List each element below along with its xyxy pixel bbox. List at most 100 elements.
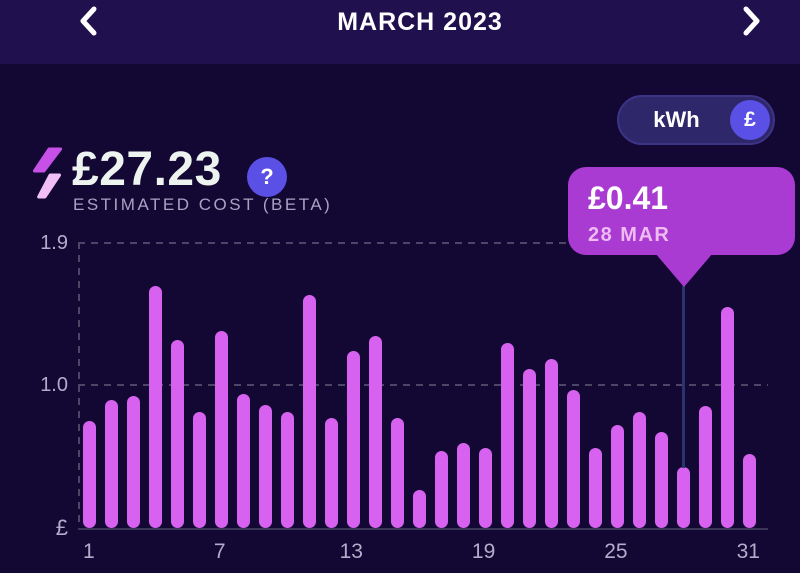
bar-cell-day-1[interactable] — [78, 243, 100, 528]
bar-day-3[interactable] — [126, 396, 140, 528]
help-icon[interactable]: ? — [247, 157, 287, 197]
bar-cell-day-29[interactable] — [694, 243, 716, 528]
x-tick-21 — [517, 540, 539, 564]
bar-cell-day-9[interactable] — [254, 243, 276, 528]
bar-cell-day-10[interactable] — [276, 243, 298, 528]
bar-day-17[interactable] — [434, 451, 448, 528]
bar-cell-day-15[interactable] — [386, 243, 408, 528]
bar-cell-day-14[interactable] — [364, 243, 386, 528]
bar-day-19[interactable] — [478, 448, 492, 528]
gridline-left-edge — [78, 242, 80, 528]
x-tick-19: 19 — [471, 540, 496, 563]
bar-day-9[interactable] — [258, 405, 272, 528]
bar-cell-day-13[interactable] — [342, 243, 364, 528]
bar-cell-day-16[interactable] — [408, 243, 430, 528]
bar-day-5[interactable] — [170, 340, 184, 528]
x-tick-8 — [231, 540, 253, 564]
bar-cell-day-24[interactable] — [584, 243, 606, 528]
chevron-right-icon — [739, 5, 763, 40]
x-tick-1: 1 — [83, 540, 95, 563]
bar-day-23[interactable] — [566, 390, 580, 528]
bar-day-27[interactable] — [654, 432, 668, 528]
estimated-cost-subtitle: ESTIMATED COST (BETA) — [73, 195, 333, 214]
x-tick-27 — [649, 540, 671, 564]
bar-cell-day-25[interactable] — [606, 243, 628, 528]
x-tick-17 — [428, 540, 450, 564]
bar-cell-day-31[interactable] — [738, 243, 760, 528]
y-axis-unit-label: £ — [55, 515, 68, 540]
bar-cell-day-22[interactable] — [540, 243, 562, 528]
bar-day-21[interactable] — [522, 369, 536, 528]
unit-toggle[interactable]: kWh £ — [617, 95, 775, 145]
bar-cell-day-27[interactable] — [650, 243, 672, 528]
bar-day-29[interactable] — [698, 406, 712, 528]
bar-cell-day-26[interactable] — [628, 243, 650, 528]
x-tick-13: 13 — [339, 540, 363, 563]
bar-cell-day-7[interactable] — [210, 243, 232, 528]
month-nav-header: MARCH 2023 — [0, 0, 800, 64]
bar-cell-day-11[interactable] — [298, 243, 320, 528]
bar-cell-day-4[interactable] — [144, 243, 166, 528]
bar-day-31[interactable] — [742, 454, 756, 528]
previous-month-button[interactable] — [74, 5, 104, 39]
x-tick-15 — [385, 540, 407, 564]
bar-day-28[interactable] — [676, 467, 690, 528]
tooltip-date: 28 MAR — [588, 224, 671, 246]
x-tick-2 — [100, 540, 122, 564]
bar-day-11[interactable] — [302, 295, 316, 528]
x-tick-10 — [274, 540, 296, 564]
lightning-bolt-icon — [30, 146, 64, 205]
unit-toggle-currency-selected[interactable]: £ — [730, 100, 770, 140]
x-tick-29 — [693, 540, 715, 564]
y-tick-1-0: 1.0 — [40, 374, 68, 396]
bar-cell-day-6[interactable] — [188, 243, 210, 528]
bar-cell-day-5[interactable] — [166, 243, 188, 528]
bars — [78, 243, 760, 528]
x-tick-9 — [252, 540, 274, 564]
bar-day-12[interactable] — [324, 418, 338, 528]
unit-toggle-kwh-label[interactable]: kWh — [653, 107, 700, 132]
bar-cell-day-8[interactable] — [232, 243, 254, 528]
bar-day-30[interactable] — [720, 307, 734, 528]
bar-day-7[interactable] — [214, 331, 228, 528]
tooltip-value: £0.41 — [588, 180, 669, 216]
bar-cell-day-17[interactable] — [430, 243, 452, 528]
chevron-left-icon — [77, 5, 101, 40]
x-tick-12 — [318, 540, 340, 564]
bar-day-4[interactable] — [148, 286, 162, 528]
bar-cell-day-23[interactable] — [562, 243, 584, 528]
gridline-1-0 — [78, 384, 768, 386]
bar-day-13[interactable] — [346, 351, 360, 528]
bar-cell-day-21[interactable] — [518, 243, 540, 528]
bar-cell-day-3[interactable] — [122, 243, 144, 528]
bar-day-10[interactable] — [280, 412, 294, 528]
x-tick-11 — [296, 540, 318, 564]
bar-day-20[interactable] — [500, 343, 514, 528]
bar-day-18[interactable] — [456, 443, 470, 528]
bar-day-22[interactable] — [544, 359, 558, 528]
bar-cell-day-28[interactable] — [672, 243, 694, 528]
x-axis-baseline — [78, 528, 768, 530]
x-tick-20 — [495, 540, 517, 564]
next-month-button[interactable] — [736, 5, 766, 39]
bar-cell-day-30[interactable] — [716, 243, 738, 528]
bar-cell-day-19[interactable] — [474, 243, 496, 528]
bar-day-1[interactable] — [82, 421, 96, 528]
bar-day-8[interactable] — [236, 394, 250, 528]
bar-cell-day-2[interactable] — [100, 243, 122, 528]
bar-cell-day-20[interactable] — [496, 243, 518, 528]
bar-day-15[interactable] — [390, 418, 404, 528]
bar-day-6[interactable] — [192, 412, 206, 528]
bar-cell-day-18[interactable] — [452, 243, 474, 528]
bar-day-26[interactable] — [632, 412, 646, 528]
bar-day-14[interactable] — [368, 336, 382, 528]
x-tick-23 — [561, 540, 583, 564]
bar-day-16[interactable] — [412, 490, 426, 528]
x-tick-6 — [187, 540, 209, 564]
bar-day-25[interactable] — [610, 425, 624, 528]
estimated-cost-value: £27.23 — [72, 143, 222, 196]
bar-day-2[interactable] — [104, 400, 118, 528]
bar-day-24[interactable] — [588, 448, 602, 528]
bar-cell-day-12[interactable] — [320, 243, 342, 528]
selected-day-tooltip: £0.41 28 MAR — [568, 167, 795, 255]
